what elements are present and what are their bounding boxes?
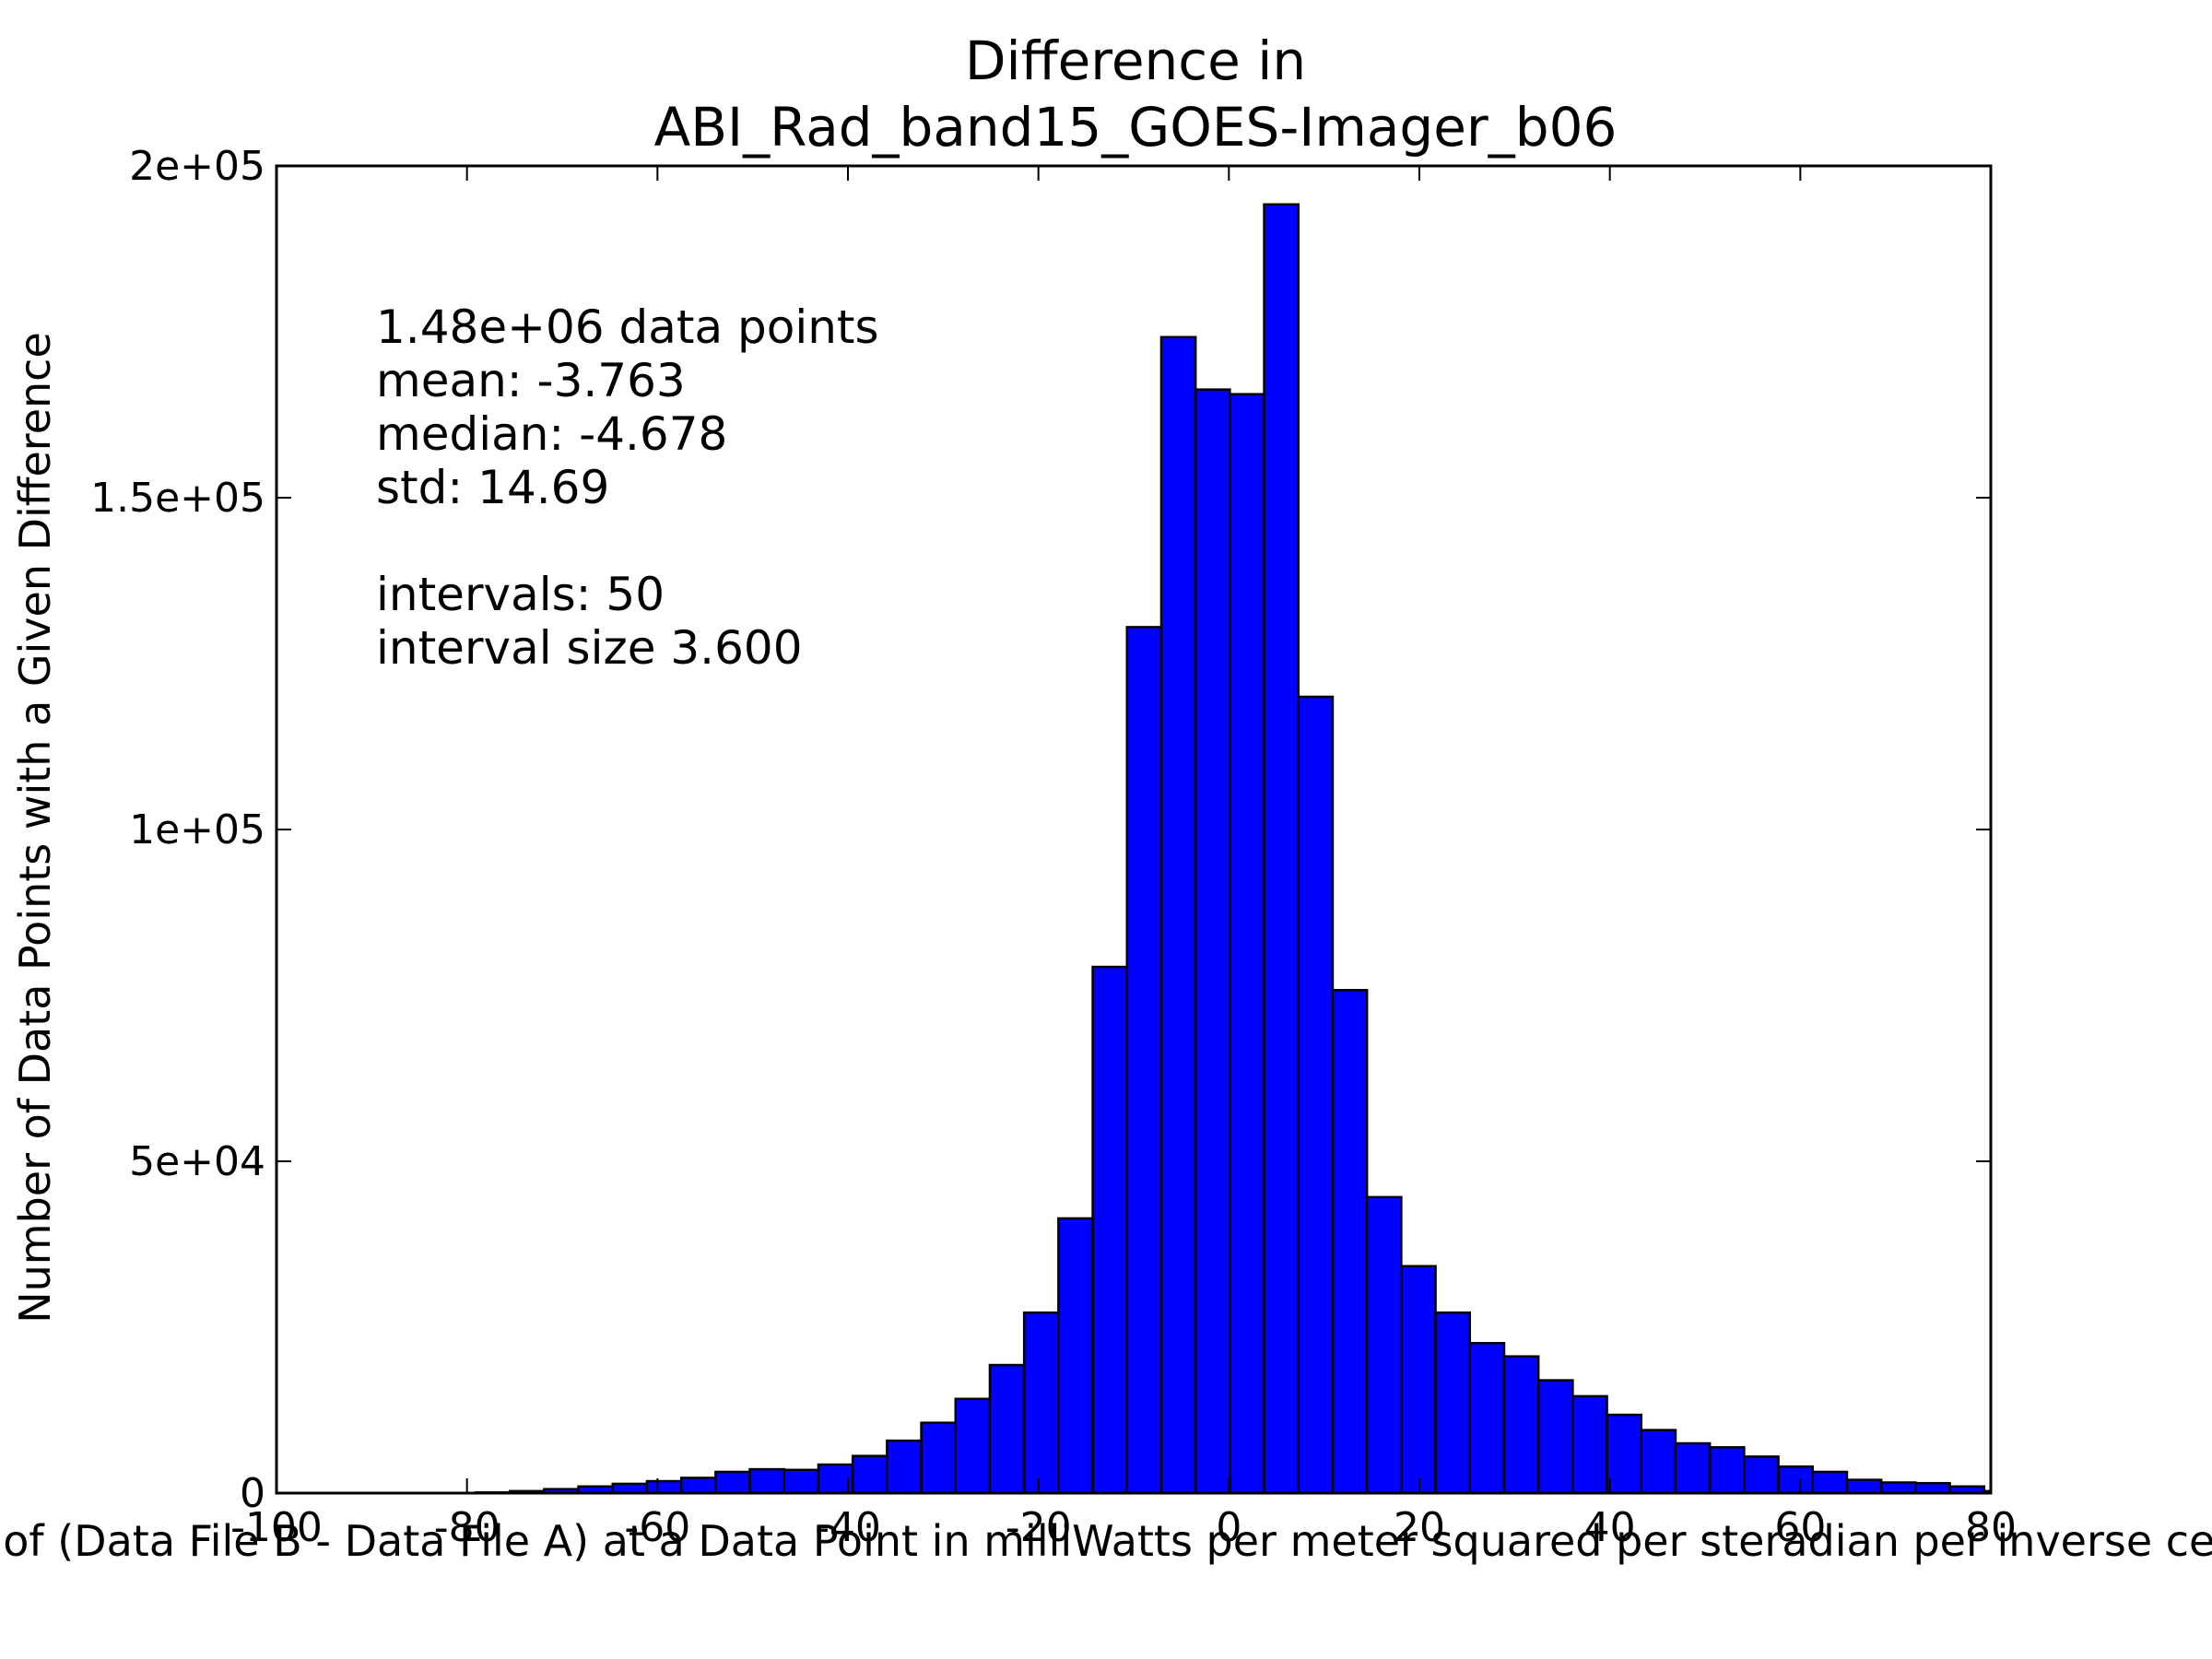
y-tick-label: 1.5e+05: [90, 475, 265, 522]
histogram-bar: [1365, 1195, 1403, 1495]
x-tick-label: 40: [1584, 1504, 1636, 1551]
histogram-bar: [1229, 393, 1265, 1495]
histogram-bar: [1536, 1379, 1574, 1495]
histogram-bar: [1091, 965, 1129, 1495]
histogram-bar: [611, 1482, 649, 1495]
y-tick-label: 2e+05: [129, 143, 265, 190]
x-axis-label: Value of (Data File B - Data File A) at …: [0, 1516, 2212, 1566]
x-tick-label: -100: [230, 1504, 323, 1551]
y-tick-label: 5e+04: [129, 1138, 265, 1185]
x-tick-label: -80: [434, 1504, 500, 1551]
histogram-bar: [679, 1477, 717, 1495]
x-tick-label: 80: [1965, 1504, 2017, 1551]
stats-line-intervals: intervals: 50: [376, 568, 665, 621]
histogram-bar: [886, 1439, 923, 1495]
histogram-bar: [1502, 1355, 1540, 1495]
histogram-bar: [1468, 1342, 1506, 1495]
stats-line-std: std: 14.69: [376, 461, 609, 514]
x-tick-label: -20: [1006, 1504, 1072, 1551]
histogram-bar: [1879, 1481, 1917, 1495]
x-tick-label: -60: [624, 1504, 690, 1551]
histogram-bar: [1057, 1217, 1094, 1495]
y-axis-label: Number of Data Points with a Given Diffe…: [10, 332, 60, 1324]
y-tick-labels: 0 5e+04 1e+05 1.5e+05 2e+05: [90, 143, 265, 1517]
histogram-bar: [1263, 203, 1300, 1495]
histogram-bar: [988, 1363, 1026, 1495]
histogram-bar: [1640, 1429, 1677, 1495]
histogram-bar: [1297, 695, 1335, 1495]
histogram-bar: [1400, 1265, 1437, 1495]
plot-frame: [275, 164, 1993, 1495]
histogram-bar: [782, 1468, 820, 1495]
histogram-bar: [1022, 1311, 1060, 1495]
histogram-bar: [920, 1421, 958, 1495]
statistics-annotation: 1.48e+06 data points mean: -3.763 median…: [376, 300, 879, 675]
chart-title-line-1: Difference in: [965, 29, 1306, 92]
stats-line-interval-size: interval size 3.600: [376, 621, 803, 675]
histogram-bar: [1606, 1413, 1643, 1495]
histogram-bar: [748, 1467, 786, 1495]
chart-title: Difference in ABI_Rad_band15_GOES-Imager…: [654, 29, 1618, 159]
histogram-bar: [1914, 1481, 1951, 1495]
x-tick-label: 60: [1774, 1504, 1826, 1551]
histogram-bar: [1674, 1441, 1712, 1495]
histogram-bar: [1434, 1311, 1472, 1495]
histogram-bars: [474, 203, 1993, 1495]
axis-ticks: [276, 165, 1992, 1494]
histogram-bar: [1845, 1478, 1883, 1495]
histogram-bar: [1331, 988, 1369, 1495]
histogram-bar: [954, 1397, 992, 1495]
x-tick-labels: -100 -80 -60 -40 -20 0 20 40 60 80: [230, 1504, 2017, 1551]
histogram-bar: [645, 1479, 683, 1495]
y-tick-label: 1e+05: [129, 806, 265, 853]
histogram-bar: [1708, 1446, 1746, 1495]
histogram-bar: [1571, 1394, 1608, 1495]
chart-title-line-2: ABI_Rad_band15_GOES-Imager_b06: [654, 96, 1618, 159]
stats-line-count: 1.48e+06 data points: [376, 300, 879, 354]
histogram-bar: [714, 1470, 751, 1495]
histogram-bar: [851, 1454, 888, 1495]
histogram-bar: [1811, 1470, 1849, 1495]
histogram-bar: [1159, 335, 1197, 1495]
histogram-bar: [1194, 388, 1231, 1495]
histogram-bar: [1125, 626, 1163, 1495]
x-tick-label: 0: [1216, 1504, 1241, 1551]
stats-line-median: median: -4.678: [376, 407, 727, 461]
y-tick-label: 0: [240, 1470, 265, 1517]
x-tick-label: 20: [1394, 1504, 1445, 1551]
histogram-bar: [1743, 1455, 1780, 1495]
histogram-bar: [1777, 1465, 1815, 1495]
stats-line-mean: mean: -3.763: [376, 354, 686, 407]
x-tick-label: -40: [815, 1504, 881, 1551]
